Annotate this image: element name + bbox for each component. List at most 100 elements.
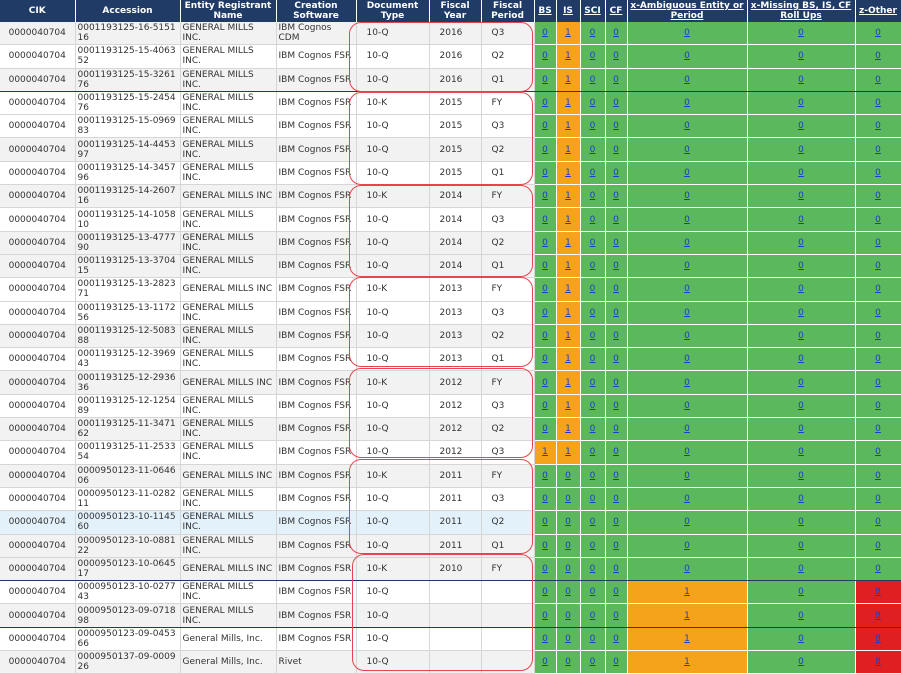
bs-count-link[interactable]: 0 <box>542 261 548 272</box>
is-count-link[interactable]: 0 <box>565 494 571 505</box>
header-x-ambiguous[interactable]: x-Ambiguous Entity or Period <box>627 0 748 22</box>
cf-count-link[interactable]: 0 <box>613 610 619 621</box>
table-row[interactable]: 0000040704 0001193125-11-347162 GENERAL MI… <box>0 417 901 442</box>
xm-count-link[interactable]: 0 <box>798 307 804 318</box>
xm-count-link[interactable]: 0 <box>798 354 804 365</box>
sci-count-link[interactable]: 0 <box>589 470 596 481</box>
sci-count-link[interactable]: 0 <box>589 331 596 341</box>
xm-count-link[interactable]: 0 <box>798 494 804 505</box>
xm-count-link[interactable]: 0 <box>798 237 804 248</box>
cf-count-link[interactable]: 0 <box>613 447 619 458</box>
xa-count-link[interactable]: 0 <box>684 447 690 458</box>
xm-count-link[interactable]: 0 <box>798 28 804 39</box>
zo-count-link[interactable]: 0 <box>875 51 881 62</box>
table-row[interactable]: 0000040704 0000950123-10-114560 GENERAL MI… <box>0 510 901 535</box>
sci-count-link[interactable]: 0 <box>589 424 596 435</box>
xa-count-link[interactable]: 1 <box>684 657 690 668</box>
xa-count-link[interactable]: 0 <box>684 354 690 365</box>
bs-count-link[interactable]: 0 <box>542 144 548 155</box>
bs-count-link[interactable]: 0 <box>542 307 548 318</box>
zo-count-link[interactable]: 0 <box>875 144 881 155</box>
bs-count-link[interactable]: 0 <box>542 98 548 109</box>
xa-count-link[interactable]: 0 <box>684 470 690 481</box>
bs-count-link[interactable]: 0 <box>542 377 548 388</box>
sci-count-link[interactable]: 0 <box>589 307 596 318</box>
bs-count-link[interactable]: 0 <box>542 400 548 411</box>
sci-count-link[interactable]: 0 <box>589 191 596 202</box>
is-count-link[interactable]: 0 <box>565 657 571 668</box>
cf-count-link[interactable]: 0 <box>613 540 619 551</box>
zo-count-link[interactable]: 0 <box>875 517 881 528</box>
sci-count-link[interactable]: 0 <box>589 237 596 248</box>
zo-count-link[interactable]: 0 <box>875 470 881 481</box>
bs-count-link[interactable]: 0 <box>542 28 548 39</box>
is-count-link[interactable]: 1 <box>565 144 571 155</box>
table-row[interactable]: 0000040704 0001193125-14-445397 GENERAL MI… <box>0 137 901 162</box>
xa-count-link[interactable]: 0 <box>684 424 690 435</box>
xm-count-link[interactable]: 0 <box>798 657 804 668</box>
xa-count-link[interactable]: 0 <box>684 284 690 295</box>
table-row[interactable]: 0000040704 0001193125-13-117256 GENERAL MI… <box>0 301 901 325</box>
header-software[interactable]: Creation Software <box>276 0 357 22</box>
bs-count-link[interactable]: 1 <box>542 447 548 458</box>
xm-count-link[interactable]: 0 <box>798 121 804 132</box>
xa-count-link[interactable]: 0 <box>684 51 690 62</box>
xa-count-link[interactable]: 0 <box>684 121 690 132</box>
zo-count-link[interactable]: 0 <box>875 563 881 574</box>
table-row[interactable]: 0000040704 0001193125-15-096983 GENERAL MI… <box>0 114 901 139</box>
xm-count-link[interactable]: 0 <box>798 51 804 62</box>
cf-count-link[interactable]: 0 <box>613 470 619 481</box>
cf-count-link[interactable]: 0 <box>613 51 619 62</box>
cf-count-link[interactable]: 0 <box>613 657 619 668</box>
table-row[interactable]: 0000040704 0001193125-15-245476 GENERAL MI… <box>0 91 901 116</box>
header-sci[interactable]: SCI <box>580 0 606 22</box>
is-count-link[interactable]: 1 <box>565 424 571 435</box>
table-row[interactable]: 0000040704 0001193125-12-508388 GENERAL MI… <box>0 324 901 349</box>
table-row[interactable]: 0000040704 0000950123-11-028211 GENERAL MI… <box>0 487 901 512</box>
xm-count-link[interactable]: 0 <box>798 214 804 225</box>
table-row[interactable]: 0000040704 0001193125-16-515116 GENERAL MI… <box>0 22 901 46</box>
cf-count-link[interactable]: 0 <box>613 517 619 528</box>
zo-count-link[interactable]: 8 <box>875 587 881 598</box>
zo-count-link[interactable]: 0 <box>875 284 881 295</box>
sci-count-link[interactable]: 0 <box>589 284 596 295</box>
is-count-link[interactable]: 1 <box>565 331 571 341</box>
header-cf[interactable]: CF <box>605 0 628 22</box>
xa-count-link[interactable]: 0 <box>684 144 690 155</box>
cf-count-link[interactable]: 0 <box>613 261 619 272</box>
sci-count-link[interactable]: 0 <box>589 74 596 85</box>
is-count-link[interactable]: 0 <box>565 563 571 574</box>
xm-count-link[interactable]: 0 <box>798 400 804 411</box>
is-count-link[interactable]: 1 <box>565 191 571 202</box>
is-count-link[interactable]: 1 <box>565 51 571 62</box>
zo-count-link[interactable]: 0 <box>875 214 881 225</box>
xm-count-link[interactable]: 0 <box>798 470 804 481</box>
xm-count-link[interactable]: 0 <box>798 587 804 598</box>
sci-count-link[interactable]: 0 <box>589 98 596 109</box>
zo-count-link[interactable]: 0 <box>875 331 881 341</box>
zo-count-link[interactable]: 0 <box>875 447 881 458</box>
table-row[interactable]: 0000040704 0001193125-11-253354 GENERAL MI… <box>0 440 901 465</box>
cf-count-link[interactable]: 0 <box>613 28 619 39</box>
table-row[interactable]: 0000040704 0000950123-10-088122 GENERAL MI… <box>0 534 901 558</box>
cf-count-link[interactable]: 0 <box>613 284 619 295</box>
xm-count-link[interactable]: 0 <box>798 540 804 551</box>
bs-count-link[interactable]: 0 <box>542 121 548 132</box>
cf-count-link[interactable]: 0 <box>613 563 619 574</box>
sci-count-link[interactable]: 0 <box>589 540 596 551</box>
cf-count-link[interactable]: 0 <box>613 307 619 318</box>
bs-count-link[interactable]: 0 <box>542 237 548 248</box>
bs-count-link[interactable]: 0 <box>542 51 548 62</box>
cf-count-link[interactable]: 0 <box>613 74 619 85</box>
zo-count-link[interactable]: 0 <box>875 400 881 411</box>
zo-count-link[interactable]: 0 <box>875 540 881 551</box>
xa-count-link[interactable]: 0 <box>684 494 690 505</box>
xa-count-link[interactable]: 0 <box>684 563 690 574</box>
sci-count-link[interactable]: 0 <box>589 610 596 621</box>
sci-count-link[interactable]: 0 <box>589 354 596 365</box>
bs-count-link[interactable]: 0 <box>542 74 548 85</box>
sci-count-link[interactable]: 0 <box>589 167 596 178</box>
zo-count-link[interactable]: 0 <box>875 191 881 202</box>
header-fiscal-year[interactable]: Fiscal Year <box>429 0 482 22</box>
sci-count-link[interactable]: 0 <box>589 587 596 598</box>
